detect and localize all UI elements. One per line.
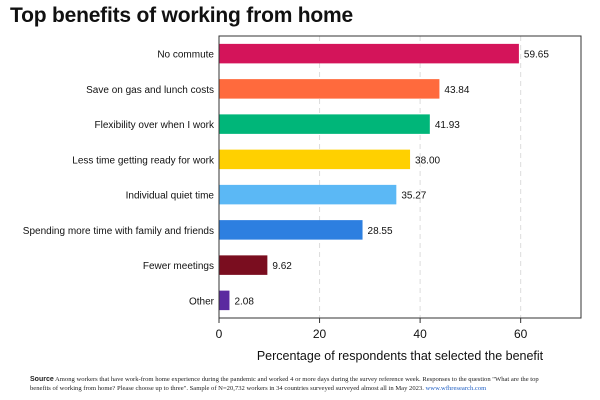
category-label: Individual quiet time [126,191,215,202]
category-label: Flexibility over when I work [95,120,215,131]
bar [219,184,397,205]
value-label: 28.55 [368,226,393,237]
grid-lines [319,36,522,318]
value-label: 35.27 [401,191,426,202]
category-label: Save on gas and lunch costs [86,85,214,96]
bar [219,220,363,240]
plot-frame [218,35,582,319]
bar [219,114,430,134]
source-link[interactable]: www.wfhresearch.com [425,384,487,392]
source-label: Source [30,376,54,383]
category-label: No commute [157,50,214,61]
bar [219,149,411,170]
chart-title: Top benefits of working from home [10,4,354,27]
source-text: Among workers that have work-from home e… [30,376,539,392]
value-label: 59.65 [524,50,549,61]
x-axis-ticks: 0 20 40 60 [216,318,528,341]
category-label: Less time getting ready for work [72,155,215,166]
bars [219,43,519,311]
value-label: 41.93 [435,120,460,131]
x-tick-label: 60 [514,327,528,341]
source-note: Source Among workers that have work-from… [30,376,550,393]
category-label: Spending more time with family and frien… [23,226,214,237]
x-tick-label: 0 [216,327,223,341]
x-axis-label: Percentage of respondents that selected … [257,349,544,363]
bar [219,290,230,311]
x-tick-label: 20 [313,327,327,341]
value-label: 2.08 [234,296,254,307]
value-label: 43.84 [444,85,469,96]
bar [219,255,268,275]
value-label: 38.00 [415,155,440,166]
category-label: Other [189,296,215,307]
x-tick-label: 40 [413,327,427,341]
category-labels: No commute Save on gas and lunch costs Fle… [23,50,215,308]
value-label: 9.62 [272,261,292,272]
bar [219,43,519,64]
category-label: Fewer meetings [143,261,214,272]
bar [219,79,440,99]
value-labels: 59.65 43.84 41.93 38.00 35.27 28.55 9.62 2.08 [234,50,549,308]
